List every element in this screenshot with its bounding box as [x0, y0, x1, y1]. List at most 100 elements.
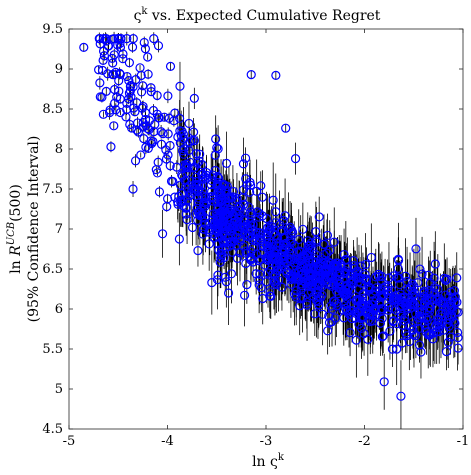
data-point: [365, 316, 375, 327]
data-point: [407, 286, 417, 296]
data-point: [358, 311, 368, 322]
data-point: [221, 277, 231, 287]
data-point: [377, 332, 387, 342]
data-point: [433, 315, 443, 325]
data-point: [339, 249, 349, 260]
data-point: [322, 259, 332, 269]
data-point: [270, 270, 280, 280]
data-point: [379, 377, 389, 387]
data-point: [313, 274, 323, 284]
data-point: [425, 303, 435, 313]
data-point: [211, 134, 221, 144]
data-point: [317, 281, 327, 291]
data-point: [332, 301, 342, 311]
data-point: [441, 275, 451, 286]
data-point: [153, 41, 164, 51]
y-tick-label: 9: [55, 62, 63, 77]
data-point: [256, 181, 266, 191]
y-tick-label: 4.5: [42, 422, 63, 437]
data-point: [255, 208, 265, 219]
chart-title: ςk vs. Expected Cumulative Regret: [134, 6, 381, 24]
data-point: [396, 311, 407, 322]
data-point: [111, 67, 121, 77]
data-point: [191, 209, 201, 219]
data-point: [270, 275, 280, 285]
data-point: [335, 268, 345, 278]
data-point: [213, 177, 223, 188]
data-point: [163, 91, 173, 101]
data-point: [140, 114, 151, 125]
data-point: [126, 91, 136, 102]
data-point: [340, 268, 350, 279]
data-point: [262, 223, 273, 233]
data-point: [210, 232, 220, 243]
data-point: [372, 294, 382, 304]
data-point: [329, 237, 339, 247]
data-point: [115, 42, 126, 53]
data-point: [400, 316, 410, 326]
data-point: [453, 327, 463, 338]
data-point: [405, 321, 416, 331]
data-point: [231, 207, 241, 217]
data-point: [330, 313, 340, 323]
data-point: [310, 309, 320, 319]
data-point: [299, 251, 309, 261]
data-point: [310, 272, 320, 282]
data-point: [221, 194, 231, 204]
data-point: [158, 129, 168, 139]
data-point: [371, 310, 381, 320]
data-point: [156, 139, 167, 149]
data-point: [286, 238, 296, 248]
data-point: [184, 186, 194, 196]
data-point: [115, 107, 125, 118]
y-tick-label: 9.5: [42, 22, 63, 37]
data-point: [345, 328, 355, 338]
data-point: [267, 252, 277, 263]
data-point: [282, 268, 292, 279]
data-point: [212, 171, 223, 182]
data-point: [268, 195, 278, 205]
data-point: [210, 150, 220, 160]
data-point: [154, 187, 165, 197]
data-point: [105, 105, 115, 115]
data-point: [245, 177, 255, 188]
data-point: [169, 116, 179, 126]
data-point: [366, 284, 376, 294]
data-point: [223, 288, 234, 298]
data-point: [193, 198, 203, 208]
data-point: [254, 256, 264, 266]
y-axis-label-line2: (95% Confidence Interval): [26, 136, 42, 323]
x-axis-ticks: -5 -4 -3 -2 -1: [63, 29, 469, 449]
data-point: [419, 291, 430, 301]
data-point: [177, 170, 187, 180]
data-point: [122, 71, 132, 82]
data-point: [132, 125, 142, 135]
data-point: [357, 313, 367, 323]
data-point: [153, 113, 163, 123]
data-point: [242, 279, 252, 290]
data-point: [407, 289, 418, 300]
data-point: [152, 168, 162, 178]
data-point: [206, 180, 216, 190]
data-point: [388, 295, 398, 305]
data-point: [444, 292, 454, 302]
data-point: [159, 112, 169, 122]
x-tick-label: -4: [161, 434, 174, 449]
data-point: [214, 220, 224, 230]
data-point: [350, 268, 361, 278]
data-point: [413, 278, 423, 288]
data-point: [314, 212, 324, 222]
data-point: [303, 264, 313, 274]
data-point: [245, 187, 255, 197]
data-point: [111, 105, 121, 115]
data-point: [320, 270, 330, 280]
data-point: [296, 283, 307, 293]
data-point: [301, 246, 312, 256]
y-axis-label: ln RUCB(500) (95% Confidence Interval): [6, 136, 42, 323]
data-point: [409, 329, 419, 339]
data-point: [223, 222, 233, 232]
data-point: [428, 328, 439, 338]
data-point: [184, 118, 194, 129]
data-point: [232, 193, 242, 204]
y-tick-label: 5: [55, 382, 63, 397]
